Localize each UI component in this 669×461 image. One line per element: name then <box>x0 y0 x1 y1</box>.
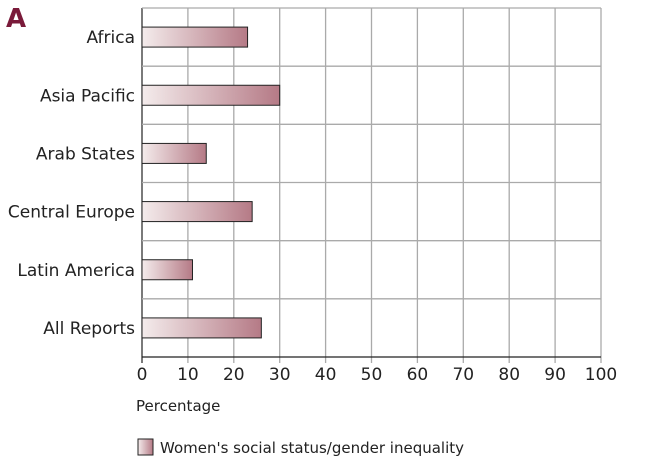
grid <box>141 7 602 363</box>
category-label: All Reports <box>43 319 135 339</box>
x-tick-label: 0 <box>137 365 148 385</box>
x-tick-label: 70 <box>452 365 474 385</box>
x-axis-title: Percentage <box>136 397 220 415</box>
bar <box>141 142 207 164</box>
x-tick-label: 40 <box>315 365 337 385</box>
x-tick-label: 10 <box>177 365 199 385</box>
category-label: Arab States <box>36 144 135 164</box>
category-label: Latin America <box>17 261 135 281</box>
x-tick-label: 100 <box>585 365 617 385</box>
category-label: Asia Pacific <box>40 86 135 106</box>
x-tick-label: 60 <box>407 365 429 385</box>
legend-swatch <box>137 438 154 456</box>
x-tick-label: 20 <box>223 365 245 385</box>
bars <box>141 26 281 339</box>
category-label: Africa <box>87 28 136 48</box>
legend: Women's social status/gender inequality <box>137 438 464 457</box>
bar <box>141 259 193 281</box>
bar <box>141 201 253 223</box>
x-tick-label: 50 <box>361 365 383 385</box>
x-tick-labels: 0 10 20 30 40 50 60 70 80 90 100 <box>137 365 618 385</box>
bar <box>141 26 249 48</box>
legend-label: Women's social status/gender inequality <box>160 439 464 457</box>
bar <box>141 317 262 339</box>
category-labels: Africa Asia Pacific Arab States Central Eur… <box>8 28 135 339</box>
category-label: Central Europe <box>8 203 135 223</box>
x-tick-label: 90 <box>544 365 566 385</box>
panel-letter: A <box>6 4 26 34</box>
x-tick-label: 80 <box>498 365 520 385</box>
bar <box>141 84 281 106</box>
x-tick-label: 30 <box>269 365 291 385</box>
